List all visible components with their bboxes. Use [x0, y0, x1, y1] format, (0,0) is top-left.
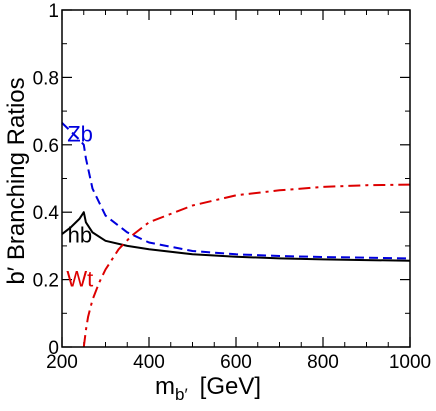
x-axis-title-unit: [GeV]	[200, 373, 261, 400]
y-tick-label: 0.2	[33, 271, 59, 292]
y-tick-label: 0.4	[33, 203, 60, 224]
series-line-wt	[82, 183, 411, 348]
x-tick-label: 400	[133, 352, 165, 373]
series-line-hb	[61, 211, 411, 262]
annotation-hb: hb	[68, 223, 92, 248]
x-axis-title-main: m	[155, 373, 175, 400]
plot-frame	[61, 9, 411, 348]
annot-layer: Zb hb Wt	[66, 121, 93, 291]
x-tick-label: 800	[307, 352, 339, 373]
y-tick-label: 1	[48, 1, 59, 22]
x-tick-label: 1000	[389, 352, 431, 373]
ticks-layer	[61, 9, 411, 348]
x-tick-label: 200	[46, 352, 78, 373]
y-tick-label: 0.6	[33, 136, 59, 157]
annotation-wt: Wt	[66, 266, 93, 291]
series-line-zb	[61, 122, 411, 260]
y-tick-label: 0.8	[33, 68, 59, 89]
x-axis-title: mb′ [GeV]	[155, 373, 261, 404]
labels-layer: 200 400 600 800 1000 0 0.2 0.4 0.6 0.8 1	[33, 1, 432, 373]
y-axis-title: b′ Branching Ratios	[3, 77, 30, 284]
x-tick-label: 600	[220, 352, 252, 373]
x-axis-title-sub: b′	[175, 385, 188, 404]
annotation-zb: Zb	[67, 121, 93, 146]
y-tick-label: 0	[48, 338, 59, 359]
series-layer	[61, 122, 411, 348]
